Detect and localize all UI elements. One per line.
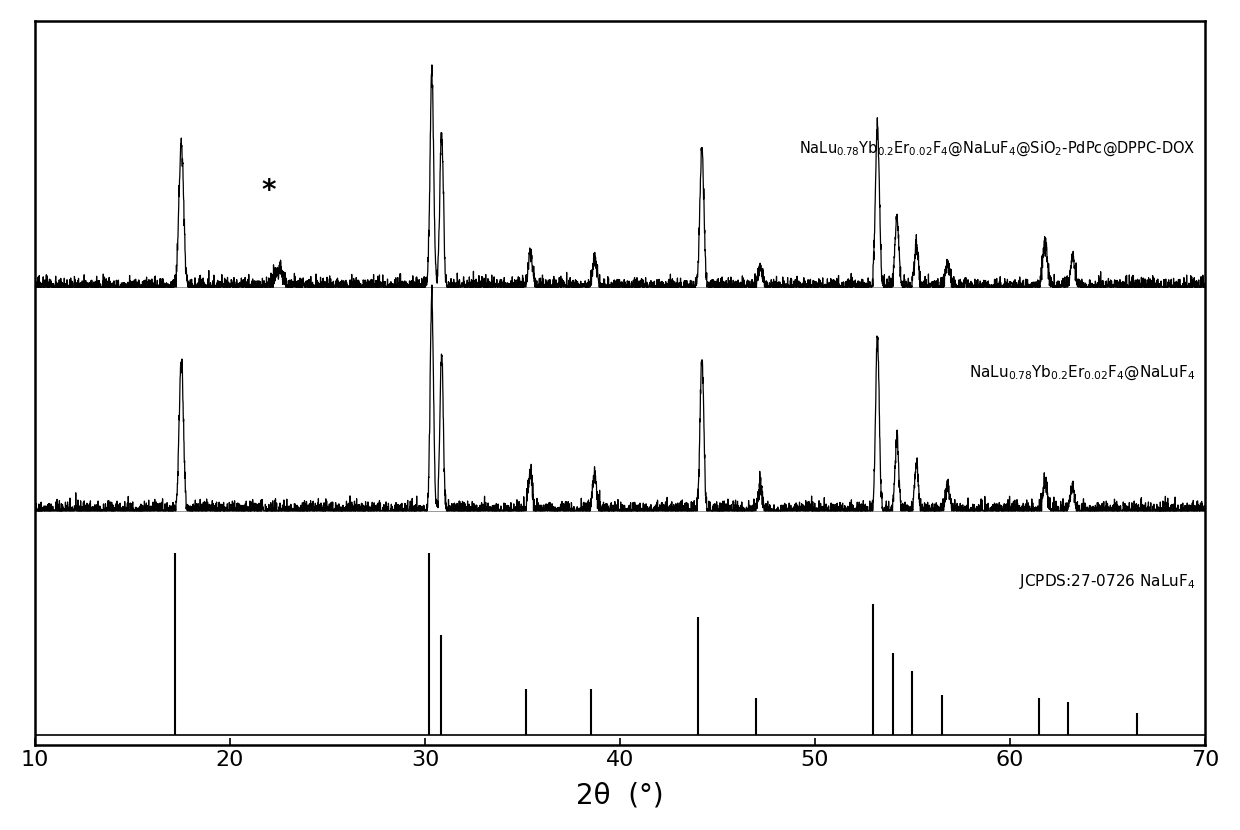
Text: NaLu$_{0.78}$Yb$_{0.2}$Er$_{0.02}$F$_4$@NaLuF$_4$@SiO$_2$-PdPc@DPPC-DOX: NaLu$_{0.78}$Yb$_{0.2}$Er$_{0.02}$F$_4$@…	[799, 139, 1195, 158]
Text: JCPDS:27-0726 NaLuF$_4$: JCPDS:27-0726 NaLuF$_4$	[1019, 572, 1195, 591]
X-axis label: 2θ  (°): 2θ (°)	[577, 781, 663, 809]
Text: *: *	[262, 178, 277, 205]
Text: NaLu$_{0.78}$Yb$_{0.2}$Er$_{0.02}$F$_4$@NaLuF$_4$: NaLu$_{0.78}$Yb$_{0.2}$Er$_{0.02}$F$_4$@…	[970, 364, 1195, 382]
